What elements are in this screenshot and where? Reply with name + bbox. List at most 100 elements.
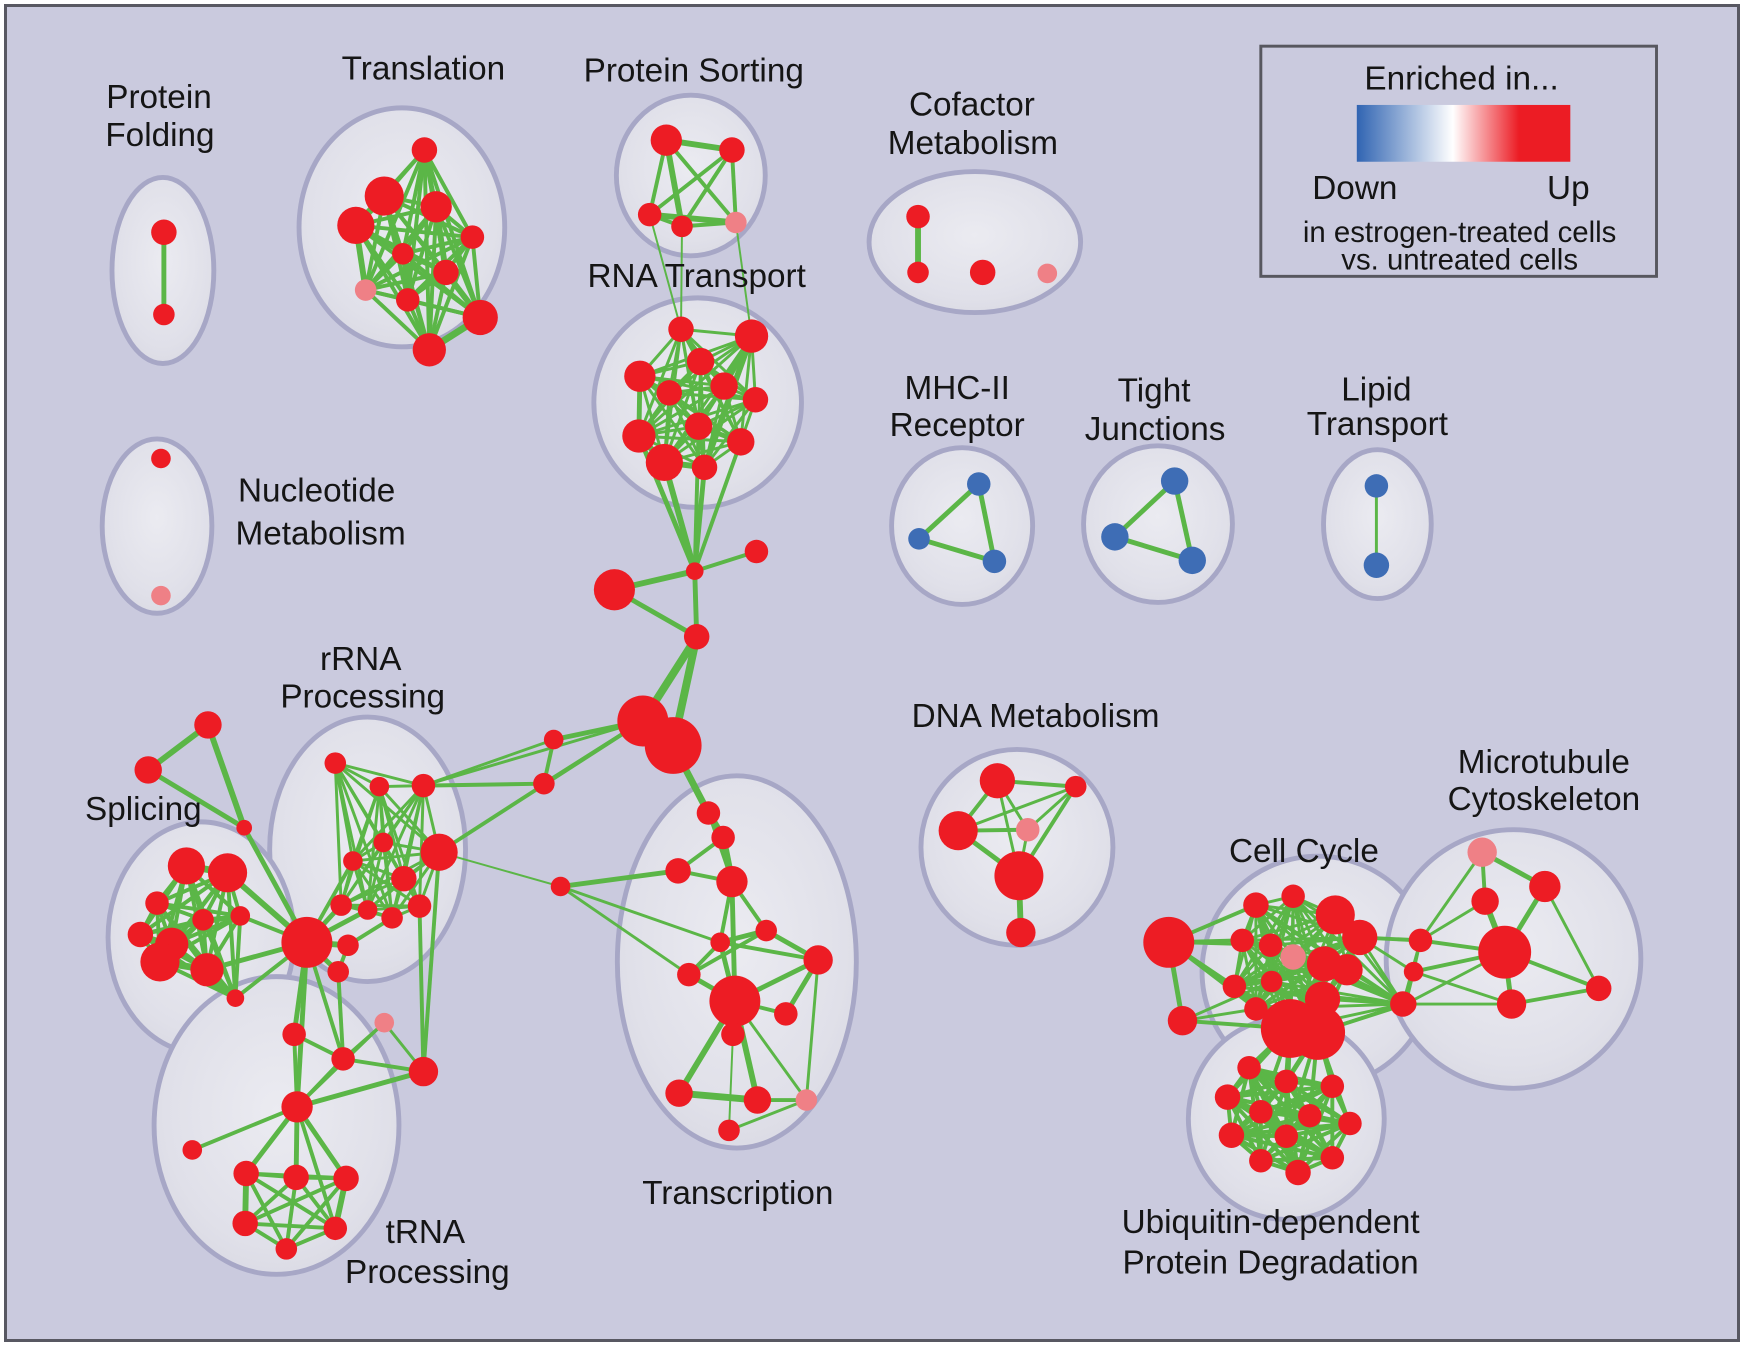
gene-set-node	[374, 1012, 395, 1033]
enrichment-edge	[295, 1106, 338, 1229]
enrichment-edge	[648, 214, 682, 330]
enrichment-edge	[363, 149, 427, 291]
enrichment-edge	[1543, 885, 1601, 990]
gene-set-node	[637, 202, 662, 227]
gene-set-node	[1320, 1074, 1345, 1099]
enrichment-edge	[225, 872, 238, 999]
enrichment-edge	[664, 138, 738, 224]
gene-set-node	[1243, 892, 1269, 918]
gene-set-node	[907, 261, 929, 284]
cluster-label-dna-metabolism-line1: DNA Metabolism	[912, 698, 1160, 735]
enrichment-edge	[728, 1034, 734, 1131]
gene-set-node	[192, 909, 214, 931]
gene-set-node	[281, 1091, 313, 1123]
enrichment-edge	[418, 785, 425, 907]
enrichment-edge	[417, 906, 426, 1072]
cluster-label-trna-processing-line2: Processing	[345, 1254, 510, 1291]
enrichment-edge	[917, 482, 981, 541]
gene-set-node	[979, 763, 1015, 799]
gene-set-node	[711, 825, 735, 850]
enrichment-edge	[355, 223, 473, 240]
cluster-label-microtubule-cytoskeleton-line1: Microtubule	[1458, 744, 1630, 781]
cluster-label-microtubule-cytoskeleton-line2: Cytoskeleton	[1448, 781, 1640, 818]
gene-set-node	[1178, 546, 1206, 575]
gene-set-node	[1258, 933, 1283, 958]
enrichment-edge	[334, 761, 424, 788]
gene-set-node	[721, 1022, 745, 1047]
gene-set-node	[533, 772, 555, 795]
gene-set-node	[650, 124, 682, 156]
enrichment-edge	[1181, 980, 1273, 1023]
gene-set-node	[1403, 961, 1424, 982]
gene-set-node	[460, 225, 485, 249]
gene-set-node	[686, 347, 715, 376]
enrichment-edge	[336, 971, 346, 1059]
gene-set-node	[1274, 1124, 1299, 1149]
enrichment-edge	[1227, 1084, 1333, 1100]
gene-set-node	[908, 528, 930, 550]
enrichment-edge	[1413, 970, 1513, 1006]
enrichment-edge	[156, 901, 241, 918]
enrichment-edge	[294, 942, 310, 1108]
enrichment-edge	[296, 1069, 425, 1110]
enrichment-edge	[648, 148, 734, 217]
gene-set-node	[803, 945, 833, 975]
enrichment-edge	[637, 328, 683, 437]
gene-set-node	[1244, 997, 1268, 1021]
gene-set-node	[1285, 1159, 1311, 1186]
gene-set-node	[1585, 975, 1612, 1002]
legend-caption-line1: in estrogen-treated cells	[1303, 216, 1617, 249]
gene-set-node	[683, 624, 710, 650]
gene-set-node	[1331, 954, 1363, 986]
gene-set-node	[716, 865, 748, 898]
gene-set-node	[1064, 775, 1087, 798]
gene-set-node	[994, 851, 1044, 901]
enrichment-edge	[687, 928, 768, 977]
gene-set-node	[1214, 1084, 1241, 1110]
gene-set-node	[151, 448, 171, 469]
gene-set-node	[1338, 1111, 1362, 1136]
gene-set-node	[323, 1216, 348, 1241]
gene-set-node	[194, 711, 222, 739]
enrichment-edge	[140, 913, 241, 937]
gene-set-node	[1237, 1055, 1261, 1080]
gene-set-node	[1363, 552, 1390, 578]
enrichment-edge	[333, 762, 394, 919]
cluster-label-ubiquitin-dependent-protein-degradation-line1: Ubiquitin-dependent	[1122, 1204, 1420, 1241]
enrichment-edge	[661, 461, 698, 572]
enrichment-edge	[244, 1176, 347, 1226]
gene-set-node	[1222, 974, 1247, 999]
gene-set-node	[433, 259, 459, 286]
gene-set-node	[327, 960, 349, 983]
gene-set-node	[593, 569, 635, 611]
gene-set-node	[281, 916, 333, 968]
enrichment-edge	[638, 375, 706, 469]
gene-set-node	[734, 319, 769, 353]
gene-set-node	[226, 989, 245, 1007]
gene-set-node	[1218, 1122, 1245, 1149]
gene-set-node	[1143, 916, 1195, 968]
enrichment-edge	[560, 868, 679, 889]
gene-set-node	[677, 962, 701, 987]
enrichment-edge	[1260, 1121, 1351, 1163]
gene-set-node	[1478, 925, 1532, 979]
gene-set-node	[774, 1002, 798, 1026]
cluster-label-lipid-transport-line1: Lipid	[1341, 372, 1411, 409]
gene-set-node	[396, 288, 420, 312]
gene-set-node	[671, 215, 693, 238]
gene-set-node	[462, 299, 498, 336]
gene-set-node	[343, 851, 363, 871]
gene-set-node	[938, 811, 978, 851]
gene-set-node	[656, 380, 682, 406]
gene-set-node	[408, 1056, 439, 1087]
enrichment-edge	[365, 270, 447, 292]
cluster-label-nucleotide-metabolism-line2: Metabolism	[235, 516, 405, 553]
cluster-label-splicing-line1: Splicing	[85, 791, 202, 828]
gene-set-node	[153, 303, 175, 326]
gene-set-node	[645, 443, 683, 482]
enrichment-edge	[701, 335, 755, 469]
gene-set-node	[331, 1047, 355, 1071]
gene-set-node	[1290, 1005, 1346, 1060]
gene-set-node	[685, 562, 704, 580]
